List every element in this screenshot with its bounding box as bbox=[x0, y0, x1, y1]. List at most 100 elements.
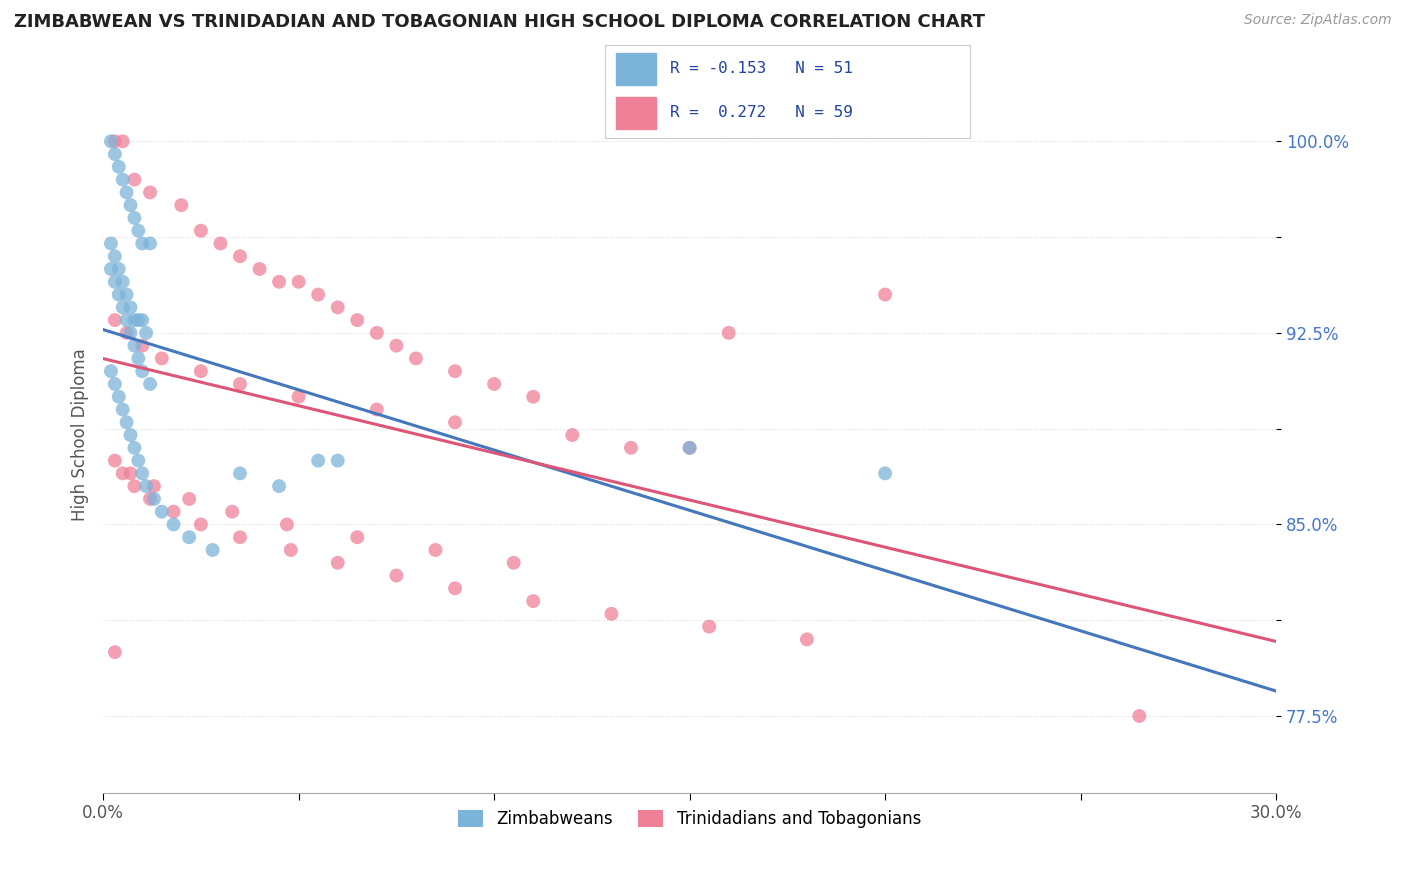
Point bbox=[276, 517, 298, 532]
Point bbox=[104, 249, 127, 263]
Point bbox=[287, 275, 309, 289]
Point bbox=[124, 441, 146, 455]
Point bbox=[229, 376, 252, 391]
Point bbox=[190, 517, 212, 532]
Point bbox=[135, 326, 157, 340]
Point bbox=[111, 275, 134, 289]
Legend: Zimbabweans, Trinidadians and Tobagonians: Zimbabweans, Trinidadians and Tobagonian… bbox=[451, 803, 928, 834]
Point bbox=[307, 287, 329, 301]
Point bbox=[139, 376, 162, 391]
Point bbox=[104, 376, 127, 391]
Point bbox=[120, 198, 142, 212]
Point bbox=[385, 338, 408, 352]
Point bbox=[127, 313, 149, 327]
Point bbox=[678, 441, 700, 455]
Point bbox=[522, 390, 544, 404]
Point bbox=[115, 186, 138, 200]
Point bbox=[104, 275, 127, 289]
Point bbox=[678, 441, 700, 455]
Point bbox=[124, 172, 146, 186]
Point bbox=[124, 338, 146, 352]
Point bbox=[100, 262, 122, 277]
Point bbox=[111, 172, 134, 186]
Point bbox=[100, 236, 122, 251]
Point bbox=[127, 351, 149, 366]
Y-axis label: High School Diploma: High School Diploma bbox=[72, 349, 89, 522]
Point bbox=[229, 467, 252, 481]
Point bbox=[875, 467, 897, 481]
Point bbox=[162, 505, 184, 519]
Point bbox=[150, 505, 173, 519]
Point bbox=[100, 364, 122, 378]
Point bbox=[561, 428, 583, 442]
Point bbox=[107, 160, 129, 174]
Point bbox=[280, 543, 302, 558]
Point bbox=[100, 134, 122, 148]
Point bbox=[124, 479, 146, 493]
Point bbox=[444, 364, 467, 378]
Point bbox=[209, 236, 232, 251]
Point bbox=[267, 275, 290, 289]
Point bbox=[131, 467, 153, 481]
Point bbox=[120, 467, 142, 481]
Point bbox=[104, 645, 127, 659]
Point bbox=[104, 313, 127, 327]
Point bbox=[104, 134, 127, 148]
Point bbox=[120, 326, 142, 340]
Point bbox=[131, 313, 153, 327]
Point bbox=[124, 211, 146, 225]
Point bbox=[104, 147, 127, 161]
Point bbox=[697, 619, 720, 633]
Text: R = -0.153   N = 51: R = -0.153 N = 51 bbox=[671, 61, 853, 76]
Point bbox=[502, 556, 524, 570]
Point bbox=[229, 530, 252, 544]
Point bbox=[221, 505, 243, 519]
FancyBboxPatch shape bbox=[616, 53, 655, 85]
Point bbox=[249, 262, 271, 277]
Point bbox=[444, 415, 467, 429]
Point bbox=[620, 441, 643, 455]
Point bbox=[131, 364, 153, 378]
Point bbox=[107, 262, 129, 277]
Point bbox=[150, 351, 173, 366]
Point bbox=[111, 301, 134, 315]
Point bbox=[482, 376, 505, 391]
Point bbox=[115, 313, 138, 327]
Text: ZIMBABWEAN VS TRINIDADIAN AND TOBAGONIAN HIGH SCHOOL DIPLOMA CORRELATION CHART: ZIMBABWEAN VS TRINIDADIAN AND TOBAGONIAN… bbox=[14, 13, 986, 31]
Point bbox=[600, 607, 623, 621]
Point bbox=[111, 134, 134, 148]
Point bbox=[405, 351, 427, 366]
Point bbox=[143, 491, 166, 506]
Point bbox=[131, 236, 153, 251]
Point bbox=[444, 582, 467, 596]
Point bbox=[366, 326, 388, 340]
Point bbox=[1128, 709, 1150, 723]
Point bbox=[124, 313, 146, 327]
Point bbox=[326, 301, 349, 315]
Point bbox=[139, 186, 162, 200]
Point bbox=[162, 517, 184, 532]
Point bbox=[201, 543, 224, 558]
Point bbox=[135, 479, 157, 493]
Point bbox=[120, 428, 142, 442]
Point bbox=[120, 301, 142, 315]
Point bbox=[170, 198, 193, 212]
Point bbox=[190, 364, 212, 378]
Point bbox=[111, 467, 134, 481]
Point bbox=[131, 338, 153, 352]
Point bbox=[346, 313, 368, 327]
Point bbox=[179, 491, 201, 506]
Point bbox=[107, 390, 129, 404]
Point bbox=[139, 236, 162, 251]
Point bbox=[346, 530, 368, 544]
Point bbox=[115, 287, 138, 301]
Point bbox=[115, 415, 138, 429]
Point bbox=[190, 224, 212, 238]
Point bbox=[115, 326, 138, 340]
Text: R =  0.272   N = 59: R = 0.272 N = 59 bbox=[671, 105, 853, 120]
Point bbox=[267, 479, 290, 493]
Point bbox=[875, 287, 897, 301]
Point bbox=[104, 453, 127, 467]
Point bbox=[326, 453, 349, 467]
Point bbox=[107, 287, 129, 301]
